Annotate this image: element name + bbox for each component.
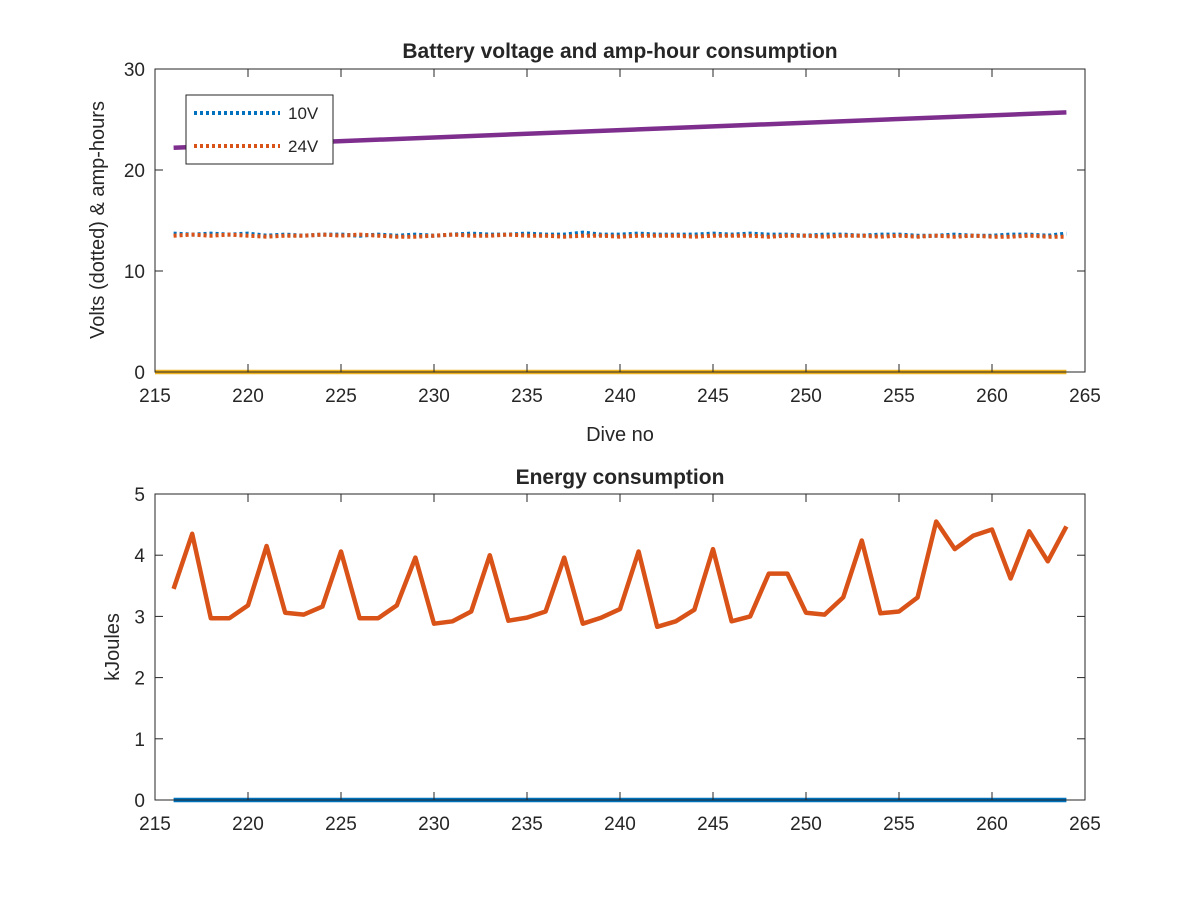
voltage-x-tick-label: 260: [976, 386, 1008, 407]
voltage-x-tick-label: 235: [511, 386, 543, 407]
energy-y-tick-label: 2: [134, 669, 145, 690]
energy-y-tick-label: 5: [134, 485, 145, 506]
voltage-axes: Battery voltage and amp-hour consumption…: [87, 40, 1101, 446]
legend: 10V 24V: [185, 94, 334, 165]
voltage-plot-frame: [154, 68, 1086, 373]
legend-label-10v: 10V: [288, 104, 319, 123]
voltage-series-line-1: [173, 232, 1067, 239]
energy-x-tick-label: 265: [1069, 814, 1101, 835]
energy-x-tick-label: 245: [697, 814, 729, 835]
energy-axes: Energy consumption kJoules 215 220 225 230 2…: [102, 466, 1101, 835]
voltage-x-tick-label: 250: [790, 386, 822, 407]
voltage-x-tick-label: 215: [139, 386, 171, 407]
voltage-chart-title: Battery voltage and amp-hour consumption: [402, 40, 837, 63]
voltage-y-axis-label: Volts (dotted) & amp-hours: [87, 101, 109, 339]
voltage-x-tick-label: 255: [883, 386, 915, 407]
energy-series-line-0: [171, 519, 1069, 630]
voltage-y-tick-label: 20: [124, 161, 145, 182]
energy-y-tick-label: 0: [134, 791, 145, 812]
voltage-x-tick-label: 220: [232, 386, 264, 407]
energy-y-tick-label: 1: [134, 730, 145, 751]
energy-x-tick-label: 240: [604, 814, 636, 835]
voltage-x-tick-label: 225: [325, 386, 357, 407]
voltage-x-tick-label: 240: [604, 386, 636, 407]
energy-x-tick-label: 225: [325, 814, 357, 835]
energy-series-group: [171, 519, 1069, 803]
voltage-x-tick-label: 230: [418, 386, 450, 407]
voltage-y-tick-label: 0: [134, 363, 145, 384]
legend-box: [185, 94, 334, 165]
energy-x-tick-label: 250: [790, 814, 822, 835]
voltage-x-tick-label: 245: [697, 386, 729, 407]
energy-x-tick-label: 230: [418, 814, 450, 835]
legend-label-24v: 24V: [288, 137, 319, 156]
energy-plot-frame: [154, 493, 1086, 801]
voltage-x-axis-label: Dive no: [586, 424, 654, 446]
voltage-y-tick-label: 10: [124, 262, 145, 283]
energy-chart-title: Energy consumption: [516, 466, 725, 489]
energy-ticks-group: 215 220 225 230 235 240 245 250 255 260 265 0 1 2 3 4 5: [134, 485, 1100, 835]
energy-x-tick-label: 215: [139, 814, 171, 835]
energy-y-tick-label: 3: [134, 607, 145, 628]
voltage-x-tick-label: 265: [1069, 386, 1101, 407]
energy-x-tick-label: 235: [511, 814, 543, 835]
energy-y-tick-label: 4: [134, 546, 145, 567]
energy-x-tick-label: 260: [976, 814, 1008, 835]
voltage-ticks-group: 215 220 225 230 235 240 245 250 255 260 265 0 10 20 30: [124, 60, 1101, 407]
energy-x-tick-label: 255: [883, 814, 915, 835]
energy-y-axis-label: kJoules: [102, 613, 124, 681]
energy-x-tick-label: 220: [232, 814, 264, 835]
voltage-y-tick-label: 30: [124, 60, 145, 81]
